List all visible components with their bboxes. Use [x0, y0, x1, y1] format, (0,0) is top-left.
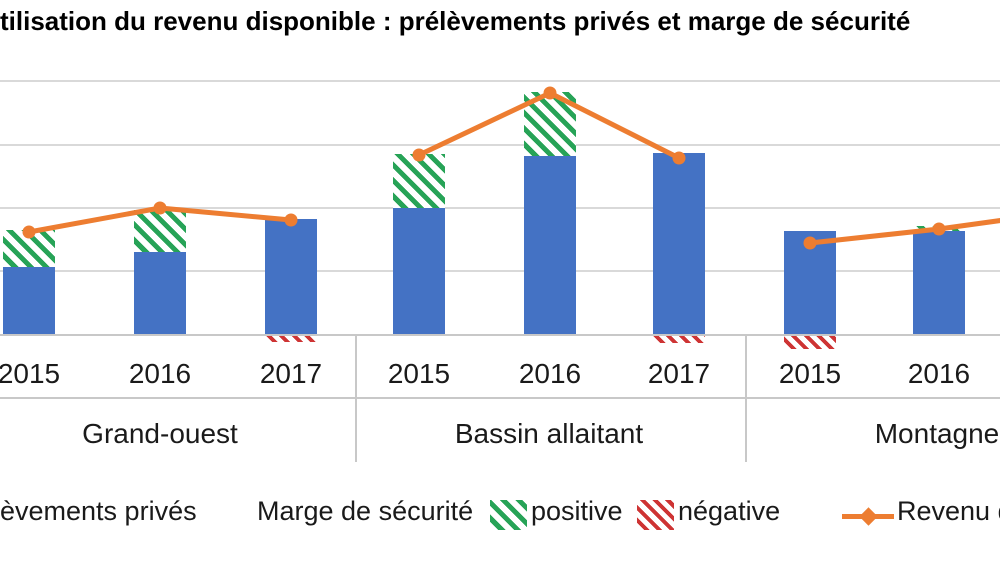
marge-negative-Bassin allaitant-2017	[653, 336, 705, 343]
x-axis-year-label: 2017	[259, 358, 323, 389]
bar-prelevements-Grand-ouest-2017	[265, 219, 317, 334]
bar-prelevements-Montagne-2016	[913, 231, 965, 334]
bar-prelevements-Bassin allaitant-2017	[653, 153, 705, 334]
x-axis-group-label: Grand-ouest	[82, 418, 238, 449]
legend-line-marker-icon	[859, 506, 878, 526]
legend-label-prelevements: èvements privés	[0, 496, 197, 526]
x-axis-group-label: Montagne	[874, 418, 1000, 449]
marge-negative-Montagne-2015	[784, 336, 836, 349]
bar-prelevements-Bassin allaitant-2015	[393, 208, 445, 334]
x-axis-year-label: 2016	[518, 358, 582, 389]
legend-label-revenu: Revenu d	[897, 496, 1000, 526]
group-separator-line	[355, 334, 357, 462]
x-axis-year-label: 2015	[0, 358, 61, 389]
group-separator-line	[745, 334, 747, 462]
x-axis-year-label: 2016	[907, 358, 971, 389]
gridline	[0, 80, 1000, 82]
marge-negative-Grand-ouest-2017	[265, 336, 317, 342]
x-axis-line	[0, 334, 1000, 336]
bar-prelevements-Bassin allaitant-2016	[524, 156, 576, 334]
legend-swatch-revenu-line-icon	[842, 506, 894, 526]
marge-positive-Bassin allaitant-2015	[393, 154, 445, 208]
bar-prelevements-Grand-ouest-2016	[134, 252, 186, 334]
legend-swatch-negative-hatch-icon	[637, 500, 674, 530]
gridline	[0, 270, 1000, 272]
legend-label-positive: positive	[531, 496, 623, 526]
x-axis-group-label: Bassin allaitant	[454, 418, 644, 449]
x-axis-year-label: 2015	[778, 358, 842, 389]
x-axis-year-label: 2017	[647, 358, 711, 389]
chart-title: tilisation du revenu disponible : prélèv…	[0, 6, 911, 36]
x-axis-year-label: 2016	[128, 358, 192, 389]
legend-swatch-positive-hatch-icon	[490, 500, 527, 530]
axis-label-divider-line	[0, 397, 1000, 399]
gridline	[0, 207, 1000, 209]
x-axis-year-label: 2015	[387, 358, 451, 389]
bar-prelevements-Grand-ouest-2015	[3, 267, 55, 334]
legend-label-marge: Marge de sécurité	[257, 496, 474, 526]
legend-label-negative: négative	[678, 496, 781, 526]
